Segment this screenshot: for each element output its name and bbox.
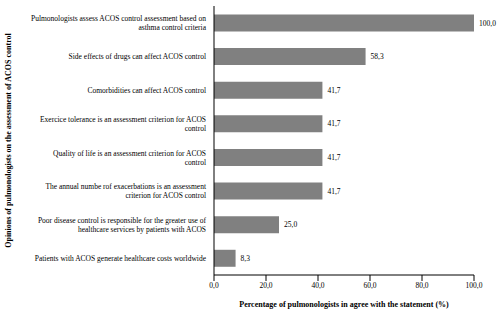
svg-text:40,0: 40,0 [311,281,324,290]
svg-text:41,7: 41,7 [327,86,340,95]
svg-text:Side effects of drugs can affe: Side effects of drugs can affect ACOS co… [69,52,206,61]
svg-text:Patients with ACOS generate he: Patients with ACOS generate healthcare c… [35,254,207,263]
svg-text:0,0: 0,0 [209,281,219,290]
svg-text:20,0: 20,0 [259,281,272,290]
svg-text:Opinions of pulmonologists on: Opinions of pulmonologists on the assess… [8,32,13,247]
svg-text:41,7: 41,7 [327,187,340,196]
svg-text:Pulmonologists assess ACOS con: Pulmonologists assess ACOS control asses… [31,14,207,32]
svg-text:25,0: 25,0 [284,220,297,229]
svg-text:Poor disease control is respon: Poor disease control is responsible for … [38,216,207,234]
svg-text:60,0: 60,0 [363,281,376,290]
svg-text:41,7: 41,7 [327,119,340,128]
svg-text:80,0: 80,0 [415,281,428,290]
svg-text:58,3: 58,3 [371,52,384,61]
svg-text:100,0: 100,0 [479,19,492,28]
svg-text:Comorbidities can affect ACOS: Comorbidities can affect ACOS control [87,86,206,95]
svg-text:The annual numbe rof exacerbat: The annual numbe rof exacerbations is an… [45,182,206,200]
svg-text:41,7: 41,7 [327,153,340,162]
svg-text:Quality of life is an assessme: Quality of life is an assessment criteri… [53,148,206,166]
svg-text:8,3: 8,3 [241,254,251,263]
svg-text:Exercice tolerance is an asses: Exercice tolerance is an assessment crit… [40,115,206,133]
svg-text:Percentage of pulmonologists i: Percentage of pulmonologists in agree wi… [239,300,449,309]
svg-text:100,0: 100,0 [466,281,483,290]
